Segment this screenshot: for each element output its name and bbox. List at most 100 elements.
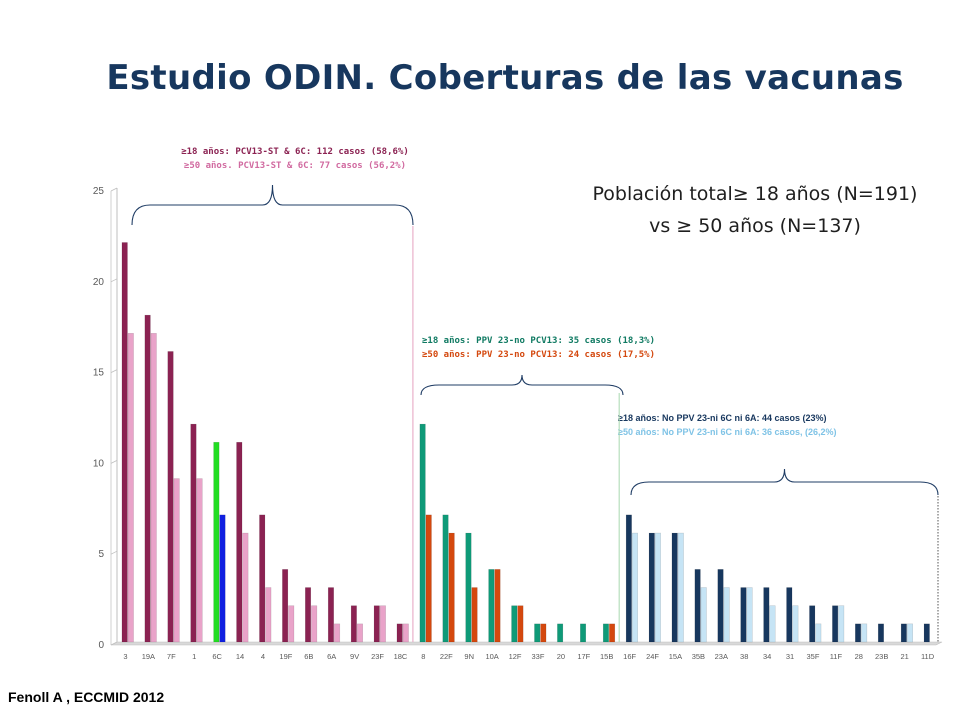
x-tick-label: 10A	[485, 652, 498, 661]
bar-12F-series-2	[517, 605, 524, 643]
annotation-ppv23: ≥18 años: PPV 23-no PCV13: 35 casos (18,…	[422, 334, 655, 362]
bar-6A-series-2	[334, 623, 341, 643]
bar-19A-series-2	[150, 333, 157, 643]
x-tick-label: 11F	[830, 652, 843, 661]
bar-6B-series-2	[311, 605, 318, 643]
bar-35B-series-2	[700, 587, 707, 643]
bar-28-series-2	[861, 623, 868, 643]
bar-9V-series-2	[356, 623, 363, 643]
annotation-non-vaccine-adult: ≥18 años: No PPV 23-ni 6C ni 6A: 44 caso…	[618, 413, 827, 423]
bar-21-series-1	[900, 623, 907, 643]
x-tick-label: 8	[421, 652, 425, 661]
x-tick-label: 12F	[509, 652, 522, 661]
bar-15B-series-1	[602, 623, 609, 643]
bar-16F-series-1	[625, 514, 632, 643]
y-tick-label: 5	[98, 549, 104, 560]
bar-3-series-1	[121, 242, 128, 643]
y-tick-mark	[110, 550, 118, 555]
x-tick-label: 38	[740, 652, 748, 661]
subtitle-line-1: Población total≥ 18 años (N=191)	[592, 183, 918, 205]
bar-7F-series-2	[173, 478, 180, 643]
bar-22F-series-2	[448, 532, 455, 643]
bar-3-series-2	[127, 333, 134, 643]
bar-23A-series-2	[723, 587, 730, 643]
x-tick-label: 23F	[371, 652, 384, 661]
bar-35F-series-2	[815, 623, 822, 643]
bar-7F-series-1	[167, 351, 174, 643]
bar-15A-series-2	[677, 532, 684, 643]
bar-18C-series-2	[402, 623, 409, 643]
bar-31-series-2	[792, 605, 799, 643]
annotation-pcv13-senior: ≥50 años. PCV13-ST & 6C: 77 casos (56,2%…	[183, 161, 407, 171]
x-tick-label: 15A	[669, 652, 682, 661]
bar-12F-series-1	[511, 605, 518, 643]
x-tick-label: 6B	[304, 652, 313, 661]
y-tick-mark	[110, 278, 118, 283]
x-tick-label: 23A	[715, 652, 728, 661]
y-tick-mark	[110, 369, 118, 373]
bar-23B-series-1	[877, 623, 884, 643]
bar-10A-series-1	[488, 569, 495, 643]
x-tick-label: 1	[192, 652, 196, 661]
annotation-non-vaccine-senior: ≥50 años: No PPV 23-ni 6C ni 6A: 36 caso…	[618, 427, 837, 437]
bar-38-series-1	[740, 587, 747, 643]
y-tick-label: 15	[93, 368, 105, 379]
bar-34-series-1	[763, 587, 770, 643]
brace-non-vaccine	[630, 468, 939, 496]
bar-6C-series-2	[219, 514, 226, 643]
bar-35B-series-1	[694, 569, 701, 643]
bar-38-series-2	[746, 587, 753, 643]
bar-19F-series-1	[282, 569, 289, 643]
bar-28-series-1	[855, 623, 862, 643]
bar-20-series-1	[557, 623, 564, 643]
bar-15B-series-2	[609, 623, 616, 643]
annotation-pcv13: ≥18 años: PCV13-ST & 6C: 112 casos (58,6…	[160, 145, 430, 173]
bar-11F-series-1	[832, 605, 839, 643]
y-tick-mark	[110, 641, 118, 646]
x-tick-label: 35B	[692, 652, 705, 661]
x-tick-label: 19F	[279, 652, 292, 661]
bar-15A-series-1	[671, 532, 678, 643]
bar-18C-series-1	[396, 623, 403, 643]
x-tick-label: 17F	[577, 652, 590, 661]
x-tick-label: 6A	[327, 652, 336, 661]
bar-19A-series-1	[144, 314, 151, 643]
x-tick-label: 6C	[212, 652, 222, 661]
x-tick-label: 20	[557, 652, 565, 661]
y-tick-label: 0	[98, 640, 104, 651]
bar-9N-series-2	[471, 587, 478, 643]
annotation-ppv23-adult: ≥18 años: PPV 23-no PCV13: 35 casos (18,…	[422, 336, 655, 346]
y-tick-label: 25	[93, 186, 105, 197]
chart-subtitle: Población total≥ 18 años (N=191) vs ≥ 50…	[560, 178, 950, 242]
citation: Fenoll A , ECCMID 2012	[8, 689, 165, 705]
x-tick-label: 3	[123, 652, 127, 661]
annotation-pcv13-adult: ≥18 años: PCV13-ST & 6C: 112 casos (58,6…	[181, 147, 409, 157]
bar-8-series-1	[419, 423, 426, 643]
bar-35F-series-1	[809, 605, 816, 643]
x-tick-label: 14	[236, 652, 244, 661]
bar-10A-series-2	[494, 569, 501, 643]
bar-4-series-2	[265, 587, 272, 643]
y-tick-label: 10	[93, 458, 105, 469]
x-tick-label: 23B	[875, 652, 888, 661]
x-tick-label: 24F	[646, 652, 659, 661]
x-tick-label: 34	[763, 652, 771, 661]
bar-19F-series-2	[288, 605, 295, 643]
annotation-non-vaccine: ≥18 años: No PPV 23-ni 6C ni 6A: 44 caso…	[618, 411, 837, 439]
x-tick-label: 18C	[394, 652, 408, 661]
bar-24F-series-2	[654, 532, 661, 643]
bar-4-series-1	[259, 514, 266, 643]
x-tick-label: 4	[261, 652, 265, 661]
x-tick-label: 15B	[600, 652, 613, 661]
bar-14-series-2	[242, 532, 249, 643]
x-tick-label: 21	[900, 652, 908, 661]
x-tick-label: 22F	[440, 652, 453, 661]
x-tick-label: 28	[855, 652, 863, 661]
bar-34-series-2	[769, 605, 776, 643]
bar-23F-series-1	[373, 605, 380, 643]
page-title: Estudio ODIN. Coberturas de las vacunas	[106, 58, 904, 98]
bar-11F-series-2	[838, 605, 845, 643]
bar-6A-series-1	[327, 587, 334, 643]
bar-21-series-2	[906, 623, 913, 643]
